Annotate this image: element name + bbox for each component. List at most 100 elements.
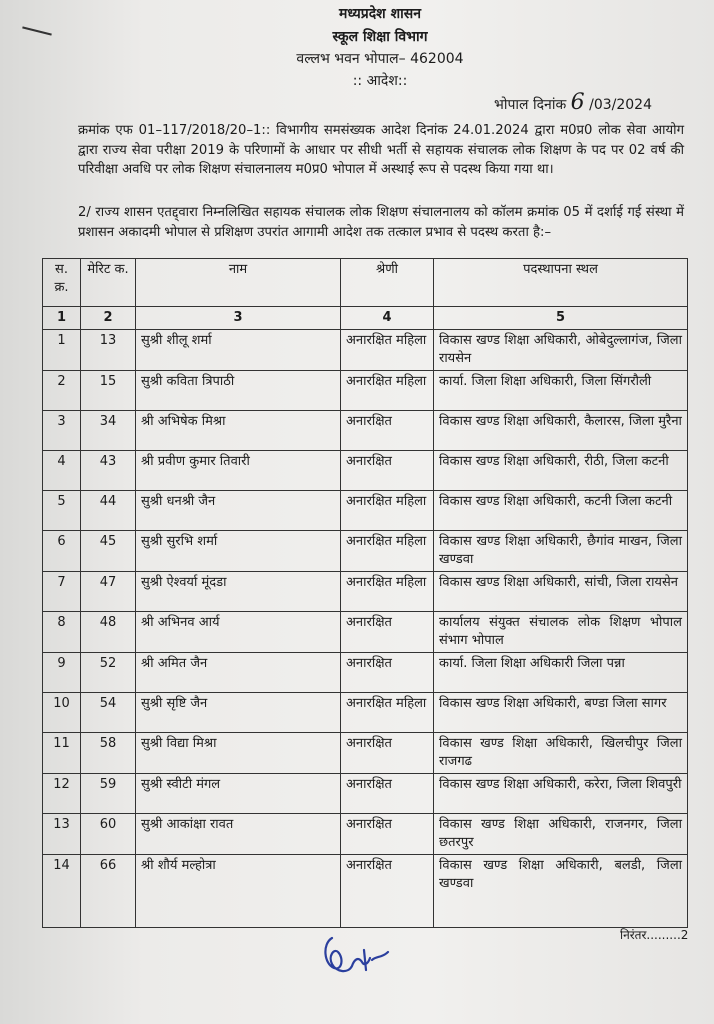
cell-place: विकास खण्ड शिक्षा अधिकारी, कटनी जिला कटन…	[433, 490, 688, 531]
date-day-handwritten: 6	[570, 90, 585, 115]
header-category: श्रेणी	[340, 258, 434, 307]
table-row: 2 15 सुश्री कविता त्रिपाठी अनारक्षित महिला क…	[42, 370, 688, 411]
cell-sr: 11	[42, 732, 81, 774]
cell-place: विकास खण्ड शिक्षा अधिकारी, ओबेदुल्लागंज,…	[433, 329, 688, 371]
table-row: 4 43 श्री प्रवीण कुमार तिवारी अनारक्षित विका…	[42, 450, 688, 491]
cell-place: कार्या. जिला शिक्षा अधिकारी, जिला सिंगरौ…	[433, 370, 688, 411]
order-title: :: आदेश::	[352, 73, 408, 89]
cell-place: विकास खण्ड शिक्षा अधिकारी, करेरा, जिला श…	[433, 773, 688, 814]
cell-sr: 10	[42, 692, 81, 733]
cell-category: अनारक्षित महिला	[340, 530, 434, 572]
cell-category: अनारक्षित महिला	[340, 692, 434, 733]
table-row: 10 54 सुश्री सृष्टि जैन अनारक्षित महिला विका…	[42, 692, 688, 733]
cell-sr: 9	[42, 652, 81, 693]
cell-place: विकास खण्ड शिक्षा अधिकारी, बलडी, जिला खण…	[433, 854, 688, 928]
cell-category: अनारक्षित	[340, 652, 434, 693]
paragraph-1: क्रमांक एफ 01–117/2018/20–1:: विभागीय सम…	[78, 123, 684, 178]
posting-table: स. क्र. मेरिट क. नाम श्रेणी पदस्थापना स्…	[42, 258, 688, 928]
table-row: 13 60 सुश्री आकांक्षा रावत अनारक्षित विकास ख…	[42, 813, 688, 855]
cell-place: कार्यालय संयुक्त संचालक लोक शिक्षण भोपाल…	[433, 611, 688, 653]
cell-merit: 44	[80, 490, 136, 531]
cell-place: विकास खण्ड शिक्षा अधिकारी, सांची, जिला र…	[433, 571, 688, 612]
cell-place: विकास खण्ड शिक्षा अधिकारी, राजनगर, जिला …	[433, 813, 688, 855]
cell-place: विकास खण्ड शिक्षा अधिकारी, खिलचीपुर जिला…	[433, 732, 688, 774]
col-num-2: 2	[80, 306, 136, 330]
header-merit: मेरिट क.	[80, 258, 136, 307]
cell-place: कार्या. जिला शिक्षा अधिकारी जिला पन्ना	[433, 652, 688, 693]
cell-sr: 12	[42, 773, 81, 814]
cell-sr: 3	[42, 410, 81, 451]
cell-category: अनारक्षित	[340, 611, 434, 653]
cell-category: अनारक्षित महिला	[340, 571, 434, 612]
cell-name: श्री अमित जैन	[135, 652, 341, 693]
cell-merit: 34	[80, 410, 136, 451]
cell-name: सुश्री सुरभि शर्मा	[135, 530, 341, 572]
cell-name: सुश्री धनश्री जैन	[135, 490, 341, 531]
col-num-3: 3	[135, 306, 341, 330]
table-row: 12 59 सुश्री स्वीटी मंगल अनारक्षित विकास खण्…	[42, 773, 688, 814]
cell-name: श्री अभिनव आर्य	[135, 611, 341, 653]
column-number-row: 1 2 3 4 5	[42, 306, 688, 330]
cell-category: अनारक्षित	[340, 410, 434, 451]
cell-name: सुश्री सृष्टि जैन	[135, 692, 341, 733]
cell-category: अनारक्षित	[340, 732, 434, 774]
table-row: 6 45 सुश्री सुरभि शर्मा अनारक्षित महिला विका…	[42, 530, 688, 572]
cell-sr: 8	[42, 611, 81, 653]
cell-place: विकास खण्ड शिक्षा अधिकारी, कैलारस, जिला …	[433, 410, 688, 451]
paragraph-2: 2/ राज्य शासन एतद्द्वारा निम्नलिखित सहाय…	[78, 205, 684, 240]
cell-merit: 60	[80, 813, 136, 855]
cell-category: अनारक्षित महिला	[340, 490, 434, 531]
date-label: भोपाल दिनांक	[494, 97, 567, 113]
table-row: 14 66 श्री शौर्य मल्होत्रा अनारक्षित विकास ख…	[42, 854, 688, 928]
cell-merit: 52	[80, 652, 136, 693]
cell-merit: 59	[80, 773, 136, 814]
header-sr: स. क्र.	[42, 258, 81, 307]
govt-name: मध्यप्रदेश शासन	[339, 6, 421, 22]
table-row: 11 58 सुश्री विद्या मिश्रा अनारक्षित विकास ख…	[42, 732, 688, 774]
cell-merit: 48	[80, 611, 136, 653]
cell-merit: 66	[80, 854, 136, 928]
cell-category: अनारक्षित महिला	[340, 370, 434, 411]
header-place: पदस्थापना स्थल	[433, 258, 688, 307]
cell-name: सुश्री शीलू शर्मा	[135, 329, 341, 371]
signature	[324, 936, 390, 973]
table-header-row: स. क्र. मेरिट क. नाम श्रेणी पदस्थापना स्…	[42, 258, 688, 307]
cell-name: श्री अभिषेक मिश्रा	[135, 410, 341, 451]
cell-name: सुश्री कविता त्रिपाठी	[135, 370, 341, 411]
cell-name: सुश्री स्वीटी मंगल	[135, 773, 341, 814]
cell-merit: 47	[80, 571, 136, 612]
cell-name: सुश्री विद्या मिश्रा	[135, 732, 341, 774]
cell-sr: 1	[42, 329, 81, 371]
cell-category: अनारक्षित	[340, 854, 434, 928]
cell-category: अनारक्षित	[340, 813, 434, 855]
cell-name: सुश्री आकांक्षा रावत	[135, 813, 341, 855]
table-row: 3 34 श्री अभिषेक मिश्रा अनारक्षित विकास खण्ड…	[42, 410, 688, 451]
col-num-1: 1	[42, 306, 81, 330]
cell-name: सुश्री ऐश्वर्या मूंदडा	[135, 571, 341, 612]
cell-place: विकास खण्ड शिक्षा अधिकारी, छैगांव माखन, …	[433, 530, 688, 572]
continued-note: निरंतर.........2	[620, 928, 689, 942]
cell-merit: 13	[80, 329, 136, 371]
cell-sr: 6	[42, 530, 81, 572]
cell-sr: 14	[42, 854, 81, 928]
cell-merit: 58	[80, 732, 136, 774]
header-name: नाम	[135, 258, 341, 307]
cell-merit: 54	[80, 692, 136, 733]
cell-sr: 13	[42, 813, 81, 855]
cell-category: अनारक्षित	[340, 773, 434, 814]
cell-place: विकास खण्ड शिक्षा अधिकारी, बण्डा जिला सा…	[433, 692, 688, 733]
col-num-5: 5	[433, 306, 688, 330]
cell-sr: 7	[42, 571, 81, 612]
table-row: 9 52 श्री अमित जैन अनारक्षित कार्या. जिला शि…	[42, 652, 688, 693]
cell-place: विकास खण्ड शिक्षा अधिकारी, रीठी, जिला कट…	[433, 450, 688, 491]
table-row: 5 44 सुश्री धनश्री जैन अनारक्षित महिला विकास…	[42, 490, 688, 531]
cell-merit: 15	[80, 370, 136, 411]
department-name: स्कूल शिक्षा विभाग	[332, 29, 428, 45]
cell-merit: 45	[80, 530, 136, 572]
table-row: 7 47 सुश्री ऐश्वर्या मूंदडा अनारक्षित महिला…	[42, 571, 688, 612]
order-date: भोपाल दिनांक 6 /03/2024	[494, 90, 652, 115]
cell-category: अनारक्षित महिला	[340, 329, 434, 371]
address: वल्लभ भवन भोपाल– 462004	[296, 51, 464, 67]
cell-sr: 2	[42, 370, 81, 411]
cell-sr: 5	[42, 490, 81, 531]
